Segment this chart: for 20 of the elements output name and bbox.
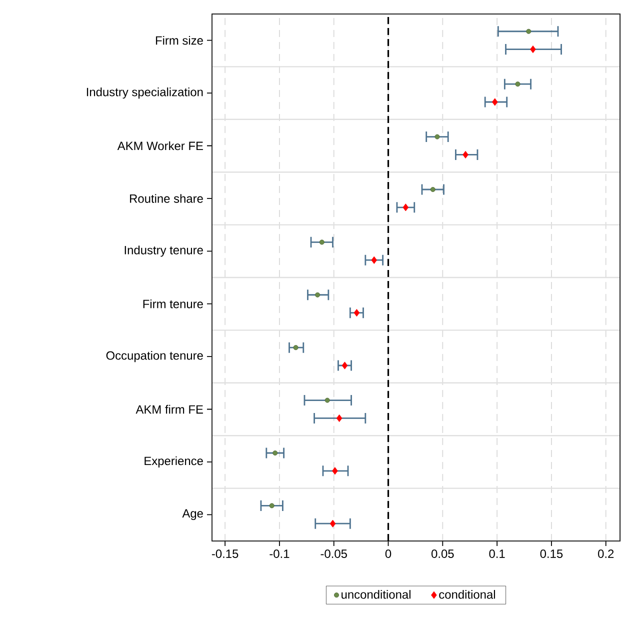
- y-tick-label: Experience: [144, 456, 203, 468]
- legend-label: conditional: [439, 590, 495, 599]
- y-tick-label: Industry tenure: [124, 246, 203, 257]
- x-tick-label: -0.05: [320, 550, 347, 558]
- x-tick-label: -0.15: [212, 550, 238, 558]
- x-tick-label: 0: [385, 550, 392, 558]
- x-tick-label: 0.05: [431, 550, 454, 558]
- y-tick-label: Age: [182, 509, 203, 520]
- y-tick-label: Routine share: [130, 194, 203, 203]
- y-tick-label: Firm size: [156, 36, 203, 45]
- y-tick-label: Firm tenure: [143, 299, 203, 308]
- x-tick-label: 0.1: [489, 550, 505, 558]
- x-tick-label: -0.1: [270, 550, 290, 558]
- x-tick-label: 0.2: [598, 550, 614, 558]
- y-tick-label: AKM firm FE: [136, 404, 203, 414]
- y-tick-label: AKM Worker FE: [117, 141, 203, 150]
- legend-label: unconditional: [342, 590, 410, 599]
- y-tick-label: Occupation tenure: [106, 350, 203, 362]
- x-tick-label: 0.15: [540, 550, 563, 558]
- y-tick-label: Industry specialization: [86, 87, 203, 99]
